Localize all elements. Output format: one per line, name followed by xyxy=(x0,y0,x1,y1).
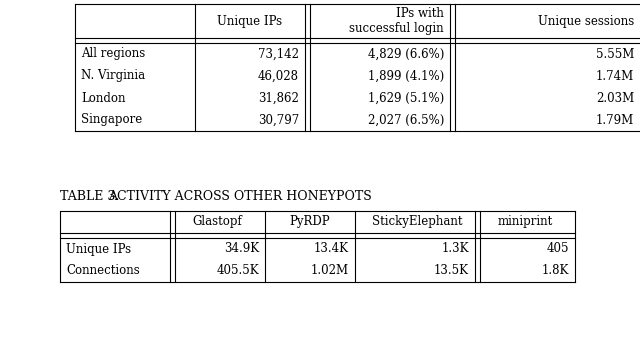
Text: Unique sessions: Unique sessions xyxy=(538,14,634,28)
Text: 1.8K: 1.8K xyxy=(541,265,569,278)
Text: miniprint: miniprint xyxy=(497,216,552,229)
Text: TABLE 3.: TABLE 3. xyxy=(60,189,124,203)
Text: N. Virginia: N. Virginia xyxy=(81,70,145,83)
Text: London: London xyxy=(81,91,125,105)
Text: 1.3K: 1.3K xyxy=(442,243,469,256)
Text: 73,142: 73,142 xyxy=(258,48,299,61)
Text: 13.4K: 13.4K xyxy=(314,243,349,256)
Text: StickyElephant: StickyElephant xyxy=(372,216,463,229)
Text: All regions: All regions xyxy=(81,48,145,61)
Text: Unique IPs: Unique IPs xyxy=(218,14,283,28)
Text: 46,028: 46,028 xyxy=(258,70,299,83)
Text: ACTIVITY ACROSS OTHER HONEYPOTS: ACTIVITY ACROSS OTHER HONEYPOTS xyxy=(108,189,372,203)
Text: 34.9K: 34.9K xyxy=(224,243,259,256)
Text: PyRDP: PyRDP xyxy=(290,216,330,229)
Text: 1.79M: 1.79M xyxy=(596,113,634,126)
Text: 1,629 (5.1%): 1,629 (5.1%) xyxy=(368,91,444,105)
Text: 2,027 (6.5%): 2,027 (6.5%) xyxy=(367,113,444,126)
Text: 1.74M: 1.74M xyxy=(596,70,634,83)
Text: 30,797: 30,797 xyxy=(258,113,299,126)
Text: 5.55M: 5.55M xyxy=(596,48,634,61)
Text: 2.03M: 2.03M xyxy=(596,91,634,105)
Text: IPs with
successful login: IPs with successful login xyxy=(349,7,444,35)
Text: 13.5K: 13.5K xyxy=(434,265,469,278)
Text: Singapore: Singapore xyxy=(81,113,142,126)
Text: 31,862: 31,862 xyxy=(258,91,299,105)
Text: 405: 405 xyxy=(547,243,569,256)
Text: 405.5K: 405.5K xyxy=(216,265,259,278)
Text: Unique IPs: Unique IPs xyxy=(66,243,131,256)
Text: 1.02M: 1.02M xyxy=(311,265,349,278)
Text: 4,829 (6.6%): 4,829 (6.6%) xyxy=(367,48,444,61)
Text: 1,899 (4.1%): 1,899 (4.1%) xyxy=(368,70,444,83)
Text: Connections: Connections xyxy=(66,265,140,278)
Text: Glastopf: Glastopf xyxy=(193,216,243,229)
